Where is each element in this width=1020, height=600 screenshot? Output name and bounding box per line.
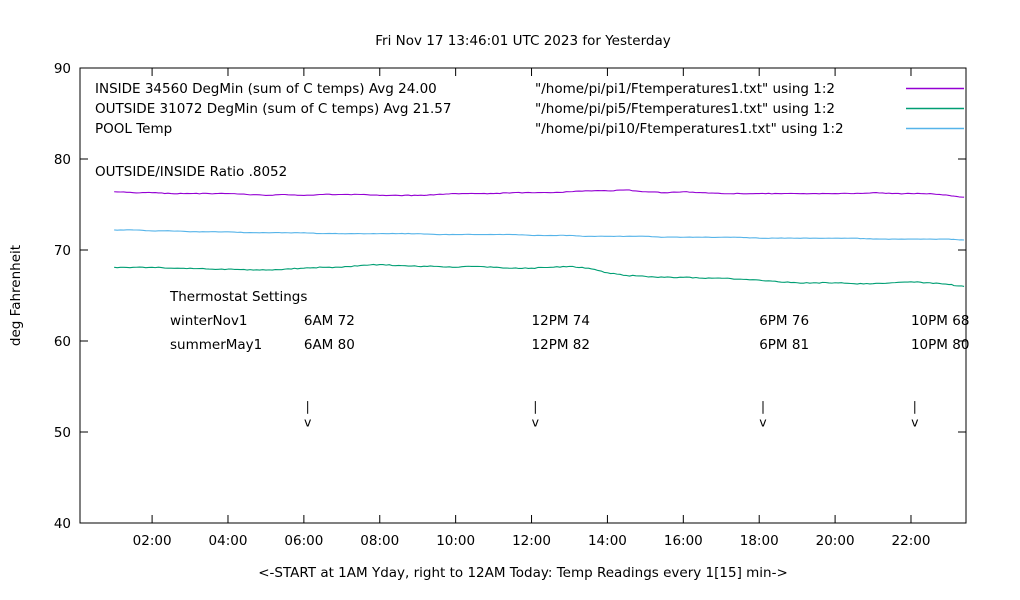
arrow-head: v [304,415,312,430]
thermostat-row-name: summerMay1 [170,337,262,353]
x-axis: 02:00 04:00 06:00 08:00 10:00 12:00 14:00 16:00… [133,68,931,549]
y-tick-label: 70 [54,243,71,259]
y-axis-label: deg Fahrenheit [8,245,24,346]
y-axis: 90 80 70 60 50 40 [54,61,966,532]
x-tick-label: 12:00 [512,533,551,549]
y-tick-label: 50 [54,425,71,441]
arrow-head: v [911,415,919,430]
x-axis-label: <-START at 1AM Yday, right to 12AM Today… [258,565,788,581]
x-tick-label: 16:00 [664,533,703,549]
x-tick-label: 22:00 [892,533,931,549]
x-tick-label: 18:00 [740,533,779,549]
legend-label: INSIDE 34560 DegMin (sum of C temps) Avg… [95,81,437,97]
plot-border [79,67,967,524]
legend-file: "/home/pi/pi1/Ftemperatures1.txt" using … [535,81,835,97]
chart-title: Fri Nov 17 13:46:01 UTC 2023 for Yesterd… [375,33,671,49]
legend-label: POOL Temp [95,121,172,137]
thermostat-cell: 6PM 81 [759,337,809,353]
y-tick-label: 40 [54,516,71,532]
series-line-inside [114,189,965,198]
thermostat-cell: 6AM 72 [304,313,355,329]
thermostat-cell: 12PM 74 [532,313,590,329]
x-tick-label: 14:00 [588,533,627,549]
x-tick-label: 06:00 [284,533,323,549]
legend-label: OUTSIDE 31072 DegMin (sum of C temps) Av… [95,101,451,117]
thermostat-cell: 10PM 80 [911,337,969,353]
thermostat-title: Thermostat Settings [169,289,307,305]
y-tick-label: 90 [54,61,71,77]
x-tick-label: 04:00 [209,533,248,549]
thermostat-cell: 10PM 68 [911,313,969,329]
thermostat-cell: 12PM 82 [532,337,590,353]
legend-file: "/home/pi/pi10/Ftemperatures1.txt" using… [535,121,844,137]
y-tick-label: 60 [54,334,71,350]
x-tick-label: 02:00 [133,533,172,549]
arrow-head: v [759,415,767,430]
thermostat-row-name: winterNov1 [170,313,247,329]
y-tick-label: 80 [54,152,71,168]
x-tick-label: 10:00 [436,533,475,549]
thermostat-cell: 6PM 76 [759,313,809,329]
x-tick-label: 20:00 [816,533,855,549]
ratio-label: OUTSIDE/INSIDE Ratio .8052 [95,164,287,180]
x-tick-label: 08:00 [360,533,399,549]
series-line-outside [114,263,965,287]
legend: INSIDE 34560 DegMin (sum of C temps) Avg… [95,81,964,137]
thermostat-cell: 6AM 80 [304,337,355,353]
legend-file: "/home/pi/pi5/Ftemperatures1.txt" using … [535,101,835,117]
arrow-head: v [532,415,540,430]
series-line-pool [114,229,965,241]
thermostat-settings: Thermostat Settings winterNov1 6AM 72 12PM … [169,289,969,353]
